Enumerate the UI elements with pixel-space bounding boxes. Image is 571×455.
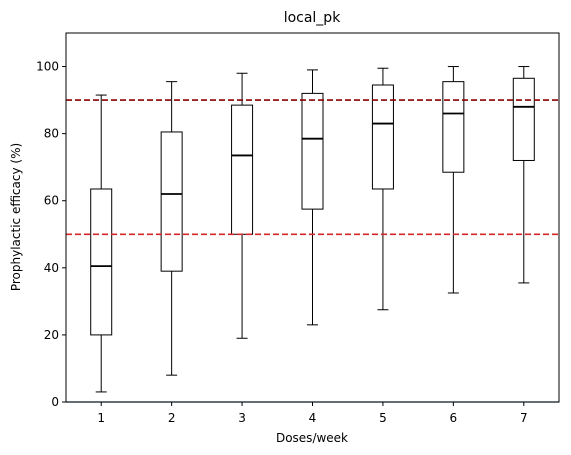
chart-title: local_pk xyxy=(284,10,342,26)
x-tick-label: 2 xyxy=(168,411,176,425)
x-tick-label: 6 xyxy=(450,411,458,425)
box-iqr xyxy=(371,84,394,190)
x-tick-label: 4 xyxy=(309,411,317,425)
x-axis-label: Doses/week xyxy=(276,431,348,445)
x-tick-label: 3 xyxy=(238,411,246,425)
box-iqr xyxy=(160,131,183,272)
box-iqr xyxy=(301,92,324,210)
y-tick-label: 60 xyxy=(44,194,59,208)
y-tick-label: 100 xyxy=(36,60,59,74)
plot-area: 1 2 3 4 5 6 7 0 20 40 60 80 100 xyxy=(36,32,560,425)
y-tick-label: 40 xyxy=(44,261,59,275)
box-iqr xyxy=(231,104,254,235)
y-tick-label: 0 xyxy=(51,395,59,409)
x-tick-label: 7 xyxy=(520,411,528,425)
box-iqr xyxy=(512,77,535,161)
y-tick-label: 80 xyxy=(44,127,59,141)
box-iqr xyxy=(442,81,465,173)
x-tick-label: 1 xyxy=(97,411,105,425)
box-iqr xyxy=(90,188,113,336)
y-axis-label: Prophylactic efficacy (%) xyxy=(9,143,23,291)
y-tick-label: 20 xyxy=(44,328,59,342)
x-tick-label: 5 xyxy=(379,411,387,425)
